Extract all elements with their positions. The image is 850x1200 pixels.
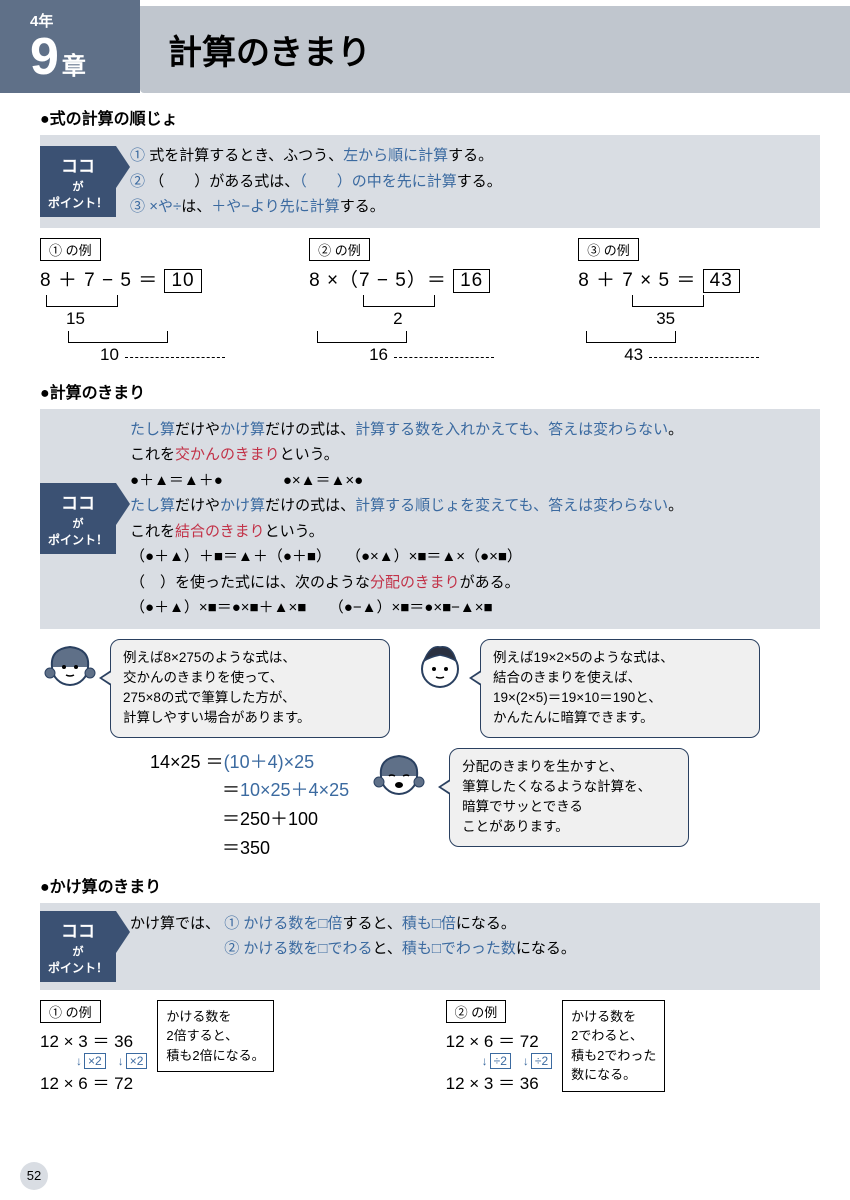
section3-heading: ●かけ算のきまり <box>40 873 820 897</box>
note-box-1: かける数を 2倍すると、 積も2倍になる。 <box>157 1000 273 1073</box>
example-3: ③ の例 8 ＋ 7 × 5 ＝ 43 35 43 <box>578 238 820 365</box>
point-body-1: ① 式を計算するとき、ふつう、左から順に計算する。 ② （ ）がある式は、（ ）… <box>130 143 810 220</box>
boy-icon <box>410 639 470 699</box>
page-title: 計算のきまり <box>168 25 371 74</box>
examples-row-1: ① の例 8 ＋ 7 − 5 ＝ 10 15 10 ② の例 8 ×（7 − 5… <box>40 238 820 365</box>
point-tag: ココが ポイント！ <box>40 911 116 982</box>
point-tag: ココが ポイント！ <box>40 483 116 554</box>
girl-icon <box>40 639 100 699</box>
example-1: ① の例 8 ＋ 7 − 5 ＝ 10 15 10 <box>40 238 282 365</box>
example-2: ② の例 8 ×（7 − 5）＝ 16 2 16 <box>309 238 551 365</box>
chapter-badge: 4年 9 章 <box>0 0 140 93</box>
section2-heading: ●計算のきまり <box>40 379 820 403</box>
speech-bubble-2: 例えば19×2×5のような式は、 結合のきまりを使えば、 19×(2×5)＝19… <box>480 639 760 738</box>
point-block-1: ココが ポイント！ ① 式を計算するとき、ふつう、左から順に計算する。 ② （ … <box>40 135 820 228</box>
point-block-2: ココが ポイント！ たし算だけやかけ算だけの式は、計算する数を入れかえても、答え… <box>40 409 820 629</box>
mult-example-2: ② の例 12 × 6 ＝ 72 ÷2 ÷2 12 × 3 ＝ 36 かける数を… <box>446 1000 820 1094</box>
page-number: 52 <box>20 1162 48 1190</box>
chapter-kanji: 章 <box>62 46 86 81</box>
speech-row-1: 例えば8×275のような式は、 交かんのきまりを使って、 275×8の式で筆算し… <box>40 639 820 738</box>
speech-bubble-1: 例えば8×275のような式は、 交かんのきまりを使って、 275×8の式で筆算し… <box>110 639 390 738</box>
worked-example: 14×25 ＝(10＋4)×25 ＝10×25＋4×25 ＝250＋100 ＝3… <box>150 748 349 863</box>
title-bar: 計算のきまり <box>140 6 850 93</box>
mult-examples: ① の例 12 × 3 ＝ 36 ×2 ×2 12 × 6 ＝ 72 かける数を… <box>40 1000 820 1094</box>
note-box-2: かける数を 2でわると、 積も2でわった 数になる。 <box>562 1000 665 1092</box>
chapter-header: 4年 9 章 計算のきまり <box>0 0 850 93</box>
mult-example-1: ① の例 12 × 3 ＝ 36 ×2 ×2 12 × 6 ＝ 72 かける数を… <box>40 1000 414 1094</box>
point-body-3: かけ算では、 ① かける数を□倍すると、積も□倍になる。 かけ算では、 ② かけ… <box>130 911 810 982</box>
section1-heading: ●式の計算の順じょ <box>40 105 820 129</box>
girl-icon-2 <box>369 748 429 808</box>
point-tag: ココが ポイント！ <box>40 146 116 217</box>
chapter-number: 9 <box>30 31 59 83</box>
speech-bubble-3: 分配のきまりを生かすと、 筆算したくなるような計算を、 暗算でサッとできる こと… <box>449 748 689 847</box>
point-block-3: ココが ポイント！ かけ算では、 ① かける数を□倍すると、積も□倍になる。 か… <box>40 903 820 990</box>
point-body-2: たし算だけやかけ算だけの式は、計算する数を入れかえても、答えは変わらない。これを… <box>130 417 810 621</box>
